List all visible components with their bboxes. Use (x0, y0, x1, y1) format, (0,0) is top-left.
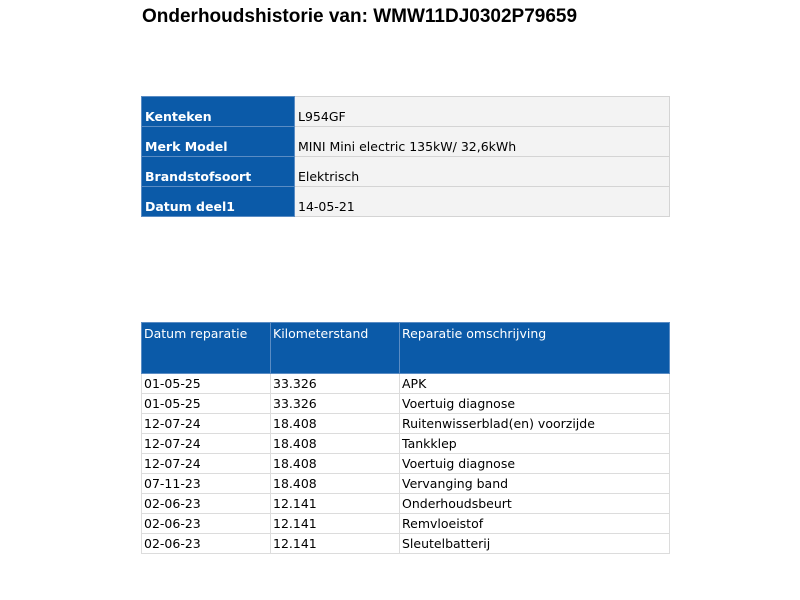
repair-mileage: 12.141 (270, 533, 400, 554)
repair-description: Onderhoudsbeurt (399, 493, 670, 514)
info-label: Merk Model (141, 126, 295, 157)
table-row: 01-05-25 33.326 Voertuig diagnose (141, 393, 670, 414)
column-header-date: Datum reparatie (141, 322, 271, 374)
table-row: 02-06-23 12.141 Sleutelbatterij (141, 533, 670, 554)
column-header-description: Reparatie omschrijving (399, 322, 670, 374)
repair-date: 02-06-23 (141, 493, 271, 514)
repair-mileage: 33.326 (270, 393, 400, 414)
repair-date: 01-05-25 (141, 373, 271, 394)
info-value: MINI Mini electric 135kW/ 32,6kWh (294, 126, 670, 157)
repair-mileage: 18.408 (270, 433, 400, 454)
vehicle-info-table: Kenteken L954GF Merk Model MINI Mini electr… (141, 96, 670, 217)
repair-description: Ruitenwisserblad(en) voorzijde (399, 413, 670, 434)
repair-description: APK (399, 373, 670, 394)
table-row: 02-06-23 12.141 Onderhoudsbeurt (141, 493, 670, 514)
info-value: Elektrisch (294, 156, 670, 187)
info-row: Datum deel1 14-05-21 (141, 186, 670, 217)
table-row: 12-07-24 18.408 Ruitenwisserblad(en) voorz… (141, 413, 670, 434)
repair-description: Sleutelbatterij (399, 533, 670, 554)
info-row: Kenteken L954GF (141, 96, 670, 127)
table-row: 02-06-23 12.141 Remvloeistof (141, 513, 670, 534)
repair-mileage: 12.141 (270, 493, 400, 514)
repair-date: 07-11-23 (141, 473, 271, 494)
repair-date: 01-05-25 (141, 393, 271, 414)
repair-mileage: 33.326 (270, 373, 400, 394)
table-row: 12-07-24 18.408 Tankklep (141, 433, 670, 454)
info-label: Datum deel1 (141, 186, 295, 217)
info-label: Kenteken (141, 96, 295, 127)
repair-history-table: Datum reparatie Kilometerstand Reparatie… (141, 322, 670, 554)
repair-date: 12-07-24 (141, 413, 271, 434)
repair-description: Voertuig diagnose (399, 453, 670, 474)
table-row: 01-05-25 33.326 APK (141, 373, 670, 394)
info-label: Brandstofsoort (141, 156, 295, 187)
table-row: 07-11-23 18.408 Vervanging band (141, 473, 670, 494)
page-title: Onderhoudshistorie van: WMW11DJ0302P7965… (142, 6, 578, 27)
repair-date: 12-07-24 (141, 433, 271, 454)
repair-mileage: 12.141 (270, 513, 400, 534)
repair-mileage: 18.408 (270, 473, 400, 494)
table-row: 12-07-24 18.408 Voertuig diagnose (141, 453, 670, 474)
info-row: Merk Model MINI Mini electric 135kW/ 32,6… (141, 126, 670, 157)
info-row: Brandstofsoort Elektrisch (141, 156, 670, 187)
repair-description: Voertuig diagnose (399, 393, 670, 414)
repair-mileage: 18.408 (270, 413, 400, 434)
info-value: 14-05-21 (294, 186, 670, 217)
repair-description: Tankklep (399, 433, 670, 454)
repair-date: 02-06-23 (141, 513, 271, 534)
repair-date: 02-06-23 (141, 533, 271, 554)
repair-mileage: 18.408 (270, 453, 400, 474)
info-value: L954GF (294, 96, 670, 127)
column-header-mileage: Kilometerstand (270, 322, 400, 374)
repair-description: Vervanging band (399, 473, 670, 494)
repair-date: 12-07-24 (141, 453, 271, 474)
repair-description: Remvloeistof (399, 513, 670, 534)
